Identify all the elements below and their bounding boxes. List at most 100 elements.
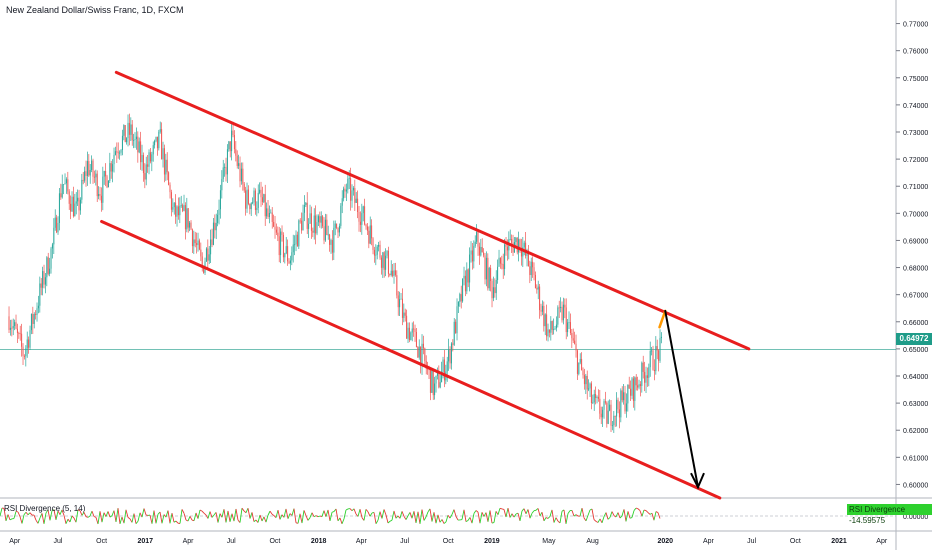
candle-body	[158, 132, 159, 148]
candle-body	[451, 343, 452, 363]
candle-body	[588, 388, 589, 389]
candle-body	[546, 314, 547, 336]
candle-body	[366, 225, 367, 227]
rsi-axis-label: 0.00000	[903, 514, 928, 521]
rsi-segment	[490, 510, 492, 523]
candle-body	[186, 208, 187, 229]
candle-body	[142, 155, 143, 162]
price-tick-label: 0.70000	[903, 211, 928, 218]
candle-body	[422, 344, 423, 366]
candle-body	[279, 236, 280, 255]
candle-body	[252, 202, 253, 203]
drawing-layer[interactable]	[102, 72, 749, 498]
candle-body	[249, 204, 250, 209]
candle-body	[30, 330, 31, 348]
price-axis[interactable]: 0.770000.760000.750000.740000.730000.720…	[896, 22, 928, 521]
candle-body	[73, 197, 74, 216]
rsi-segment	[538, 508, 540, 515]
candle-body	[156, 137, 157, 141]
rsi-segment	[70, 516, 72, 522]
rsi-segment	[150, 515, 152, 524]
rsi-segment	[568, 511, 570, 514]
candle-body	[37, 308, 38, 315]
candle-body	[473, 246, 474, 262]
candle-body	[290, 260, 291, 263]
rsi-segment	[384, 509, 386, 515]
candle-body	[258, 193, 259, 208]
candle-body	[115, 151, 116, 155]
rsi-segment	[488, 510, 490, 521]
rsi-segment	[102, 513, 104, 522]
candle-body	[371, 225, 372, 238]
rsi-segment	[628, 511, 630, 518]
rsi-segment	[298, 514, 300, 524]
candle-body	[475, 242, 476, 246]
candle-body	[511, 239, 512, 243]
rsi-layer	[0, 508, 896, 524]
time-tick-label: Apr	[876, 538, 888, 545]
candle-body	[182, 205, 183, 211]
rsi-segment	[498, 508, 500, 514]
candle-body	[380, 245, 381, 258]
rsi-segment	[306, 516, 308, 521]
rsi-segment	[478, 512, 480, 523]
candle-body	[109, 163, 110, 181]
rsi-segment	[640, 511, 642, 517]
candle-body	[515, 238, 516, 242]
candle-body	[478, 232, 479, 247]
rsi-segment	[174, 521, 176, 522]
candle-body	[255, 191, 256, 210]
candle-body	[102, 177, 103, 203]
rsi-segment	[202, 511, 204, 513]
candle-body	[585, 376, 586, 384]
candle-body	[283, 235, 284, 257]
rsi-segment	[494, 511, 496, 522]
candle-body	[378, 245, 379, 247]
candle-body	[184, 205, 185, 211]
candle-body	[108, 181, 109, 187]
candle-body	[661, 337, 662, 338]
candle-body	[17, 329, 18, 333]
candle-body	[135, 139, 136, 140]
rsi-segment	[132, 514, 134, 523]
candle-body	[461, 294, 462, 301]
candle-body	[65, 183, 66, 184]
candle-body	[332, 240, 333, 253]
candle-body	[423, 344, 424, 348]
candle-body	[32, 314, 33, 324]
candle-body	[80, 200, 81, 211]
candle-body	[136, 137, 137, 139]
candle-body	[307, 203, 308, 229]
candle-body	[121, 150, 122, 153]
candle-body	[226, 167, 227, 174]
rsi-segment	[336, 509, 338, 521]
candle-body	[552, 321, 553, 330]
candle-body	[170, 185, 171, 192]
candle-body	[276, 230, 277, 233]
candle-body	[385, 256, 386, 270]
indicator-value-badge: RSI Divergence -14.59575	[847, 504, 932, 515]
candle-body	[496, 280, 497, 293]
candle-body	[640, 384, 641, 386]
candle-body	[321, 216, 322, 223]
rsi-segment	[636, 508, 638, 509]
candle-body	[163, 148, 164, 159]
rsi-segment	[136, 521, 138, 523]
time-tick-label: Apr	[183, 538, 195, 545]
candle-body	[74, 204, 75, 217]
rsi-segment	[560, 511, 562, 523]
rsi-segment	[364, 509, 366, 520]
candle-body	[363, 206, 364, 213]
candle-body	[650, 351, 651, 367]
rsi-segment	[218, 514, 220, 523]
candle-body	[326, 220, 327, 235]
candle-body	[125, 125, 126, 142]
rsi-segment	[462, 510, 464, 520]
candle-body	[424, 348, 425, 361]
rsi-segment	[108, 511, 110, 517]
indicator-name-label[interactable]: RSI Divergence (5, 14)	[4, 504, 85, 513]
candle-body	[240, 163, 241, 181]
